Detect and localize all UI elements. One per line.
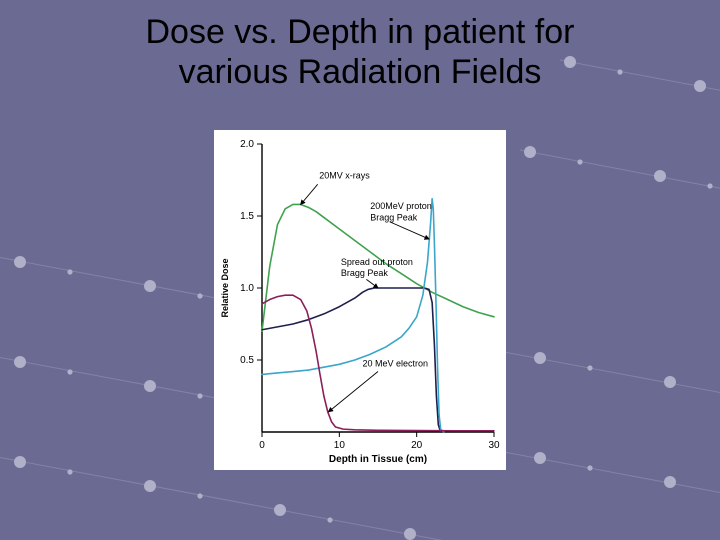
svg-text:10: 10 [334,440,346,451]
svg-text:0: 0 [259,440,265,451]
chart-container: 0 10 20 30 0.5 1.0 1.5 2.0 Depth in Tissue (cm) R… [214,130,506,470]
svg-text:20 MeV electron: 20 MeV electron [363,358,429,368]
svg-text:1.0: 1.0 [240,283,254,294]
title-line-1: Dose vs. Depth in patient for [145,13,574,51]
slide-title: Dose vs. Depth in patient for various Ra… [0,12,720,92]
svg-text:Spread out proton: Spread out proton [341,257,413,267]
title-line-2: various Radiation Fields [179,53,542,91]
svg-text:2.0: 2.0 [240,139,254,150]
svg-text:0.5: 0.5 [240,355,254,366]
svg-text:1.5: 1.5 [240,211,254,222]
svg-text:20: 20 [411,440,423,451]
svg-text:Relative Dose: Relative Dose [220,258,230,317]
svg-text:Bragg Peak: Bragg Peak [370,212,418,222]
dose-depth-chart: 0 10 20 30 0.5 1.0 1.5 2.0 Depth in Tissue (cm) R… [214,130,506,470]
svg-text:Depth in Tissue (cm): Depth in Tissue (cm) [329,454,427,465]
svg-text:Bragg Peak: Bragg Peak [341,268,389,278]
svg-text:20MV x-rays: 20MV x-rays [319,171,370,181]
svg-text:30: 30 [488,440,500,451]
slide: Dose vs. Depth in patient for various Ra… [0,0,720,540]
svg-text:200MeV proton: 200MeV proton [370,201,432,211]
